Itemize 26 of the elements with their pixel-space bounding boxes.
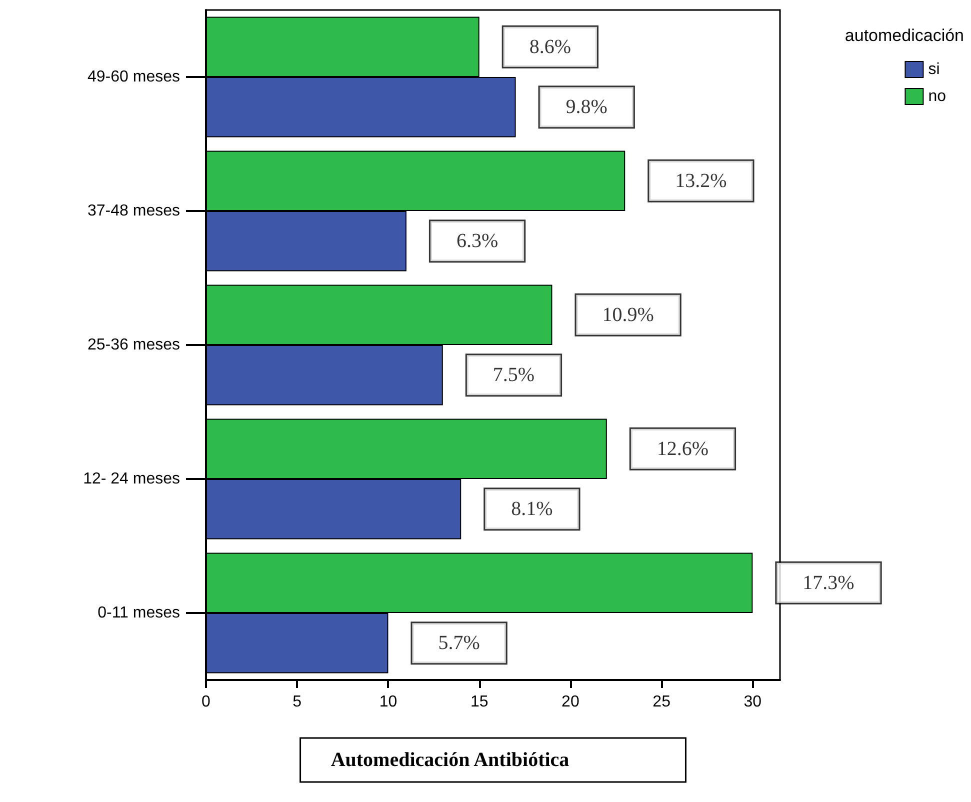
annotation: 12.6% (656, 438, 709, 460)
annotation: 6.3% (456, 230, 498, 252)
legend-label: si (928, 61, 940, 78)
x-tick-label: 0 (202, 694, 211, 710)
annotation: 9.8% (566, 96, 608, 118)
x-tick-label: 30 (744, 694, 762, 710)
y-tick-label: 25-36 meses (88, 336, 180, 354)
annotation: 7.5% (492, 364, 535, 386)
y-tick-label: 12- 24 meses (83, 470, 180, 488)
x-tick-label: 25 (652, 694, 671, 710)
y-tick-label: 49-60 meses (88, 68, 180, 86)
x-tick-label: 10 (379, 694, 398, 710)
x-tick-label: 20 (562, 694, 580, 710)
x-tick-label: 15 (470, 694, 488, 710)
annotation: 5.7% (438, 632, 480, 654)
annotation: 8.1% (511, 498, 553, 520)
x-axis-title: Automedicación Antibiótica (330, 749, 570, 771)
y-tick-label: 37-48 meses (88, 202, 180, 220)
annotation: 8.6% (529, 36, 572, 58)
annotation: 17.3% (802, 572, 854, 594)
x-tick-label: 5 (292, 694, 302, 710)
y-tick-label: 0-11 meses (98, 604, 180, 622)
legend-label: no (928, 88, 946, 105)
annotation: 13.2% (675, 170, 727, 192)
legend-title: automedicación (844, 26, 964, 45)
annotation: 10.9% (602, 304, 654, 326)
